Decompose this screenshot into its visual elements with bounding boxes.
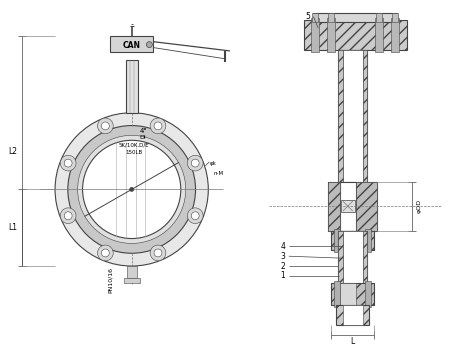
Bar — [365, 281, 371, 307]
Circle shape — [64, 159, 72, 167]
Circle shape — [191, 159, 199, 167]
Bar — [392, 13, 398, 22]
Bar — [328, 182, 340, 231]
Bar — [313, 13, 397, 22]
Text: 4: 4 — [280, 242, 285, 251]
Circle shape — [55, 113, 208, 266]
Bar — [334, 281, 340, 307]
Circle shape — [187, 208, 203, 224]
Bar — [336, 305, 369, 325]
Circle shape — [154, 249, 162, 257]
Bar — [328, 182, 377, 231]
Text: CAN: CAN — [123, 41, 141, 49]
Text: L2: L2 — [8, 147, 17, 156]
Text: 2: 2 — [281, 261, 285, 271]
Bar — [110, 36, 153, 52]
Bar — [338, 231, 368, 283]
Circle shape — [150, 245, 166, 261]
Text: 150LB: 150LB — [125, 149, 142, 155]
Bar — [363, 231, 368, 283]
Text: n-M: n-M — [213, 171, 223, 176]
Circle shape — [187, 155, 203, 171]
Bar — [391, 19, 399, 52]
Bar — [340, 231, 356, 250]
Bar — [343, 50, 363, 182]
Bar — [343, 305, 363, 325]
Text: 4": 4" — [140, 128, 147, 134]
Bar — [363, 50, 368, 182]
Text: 1: 1 — [281, 271, 285, 280]
Text: φOD: φOD — [417, 199, 422, 213]
Circle shape — [78, 135, 186, 244]
Text: PN10/16: PN10/16 — [108, 267, 112, 293]
Bar — [340, 182, 356, 231]
Circle shape — [82, 140, 181, 238]
Circle shape — [101, 122, 109, 130]
Bar — [304, 20, 407, 50]
Circle shape — [150, 118, 166, 134]
Bar — [331, 283, 374, 305]
Circle shape — [64, 212, 72, 220]
Circle shape — [101, 249, 109, 257]
Bar — [341, 200, 355, 212]
Bar — [338, 231, 343, 283]
Bar — [365, 229, 371, 252]
Bar — [375, 19, 383, 52]
Text: φk: φk — [209, 161, 216, 166]
Circle shape — [154, 122, 162, 130]
Bar — [127, 266, 137, 278]
Text: 5: 5 — [305, 12, 310, 21]
Text: L: L — [351, 337, 355, 346]
Bar — [124, 278, 140, 283]
Bar — [311, 19, 320, 52]
Text: 3: 3 — [280, 252, 285, 261]
Bar — [340, 283, 356, 305]
Bar — [331, 231, 374, 250]
Bar — [343, 231, 363, 283]
Bar — [328, 13, 334, 22]
Circle shape — [146, 42, 152, 48]
Bar — [327, 19, 335, 52]
Text: 5K/10K.D/E: 5K/10K.D/E — [118, 143, 149, 148]
Bar — [338, 50, 368, 182]
Circle shape — [60, 208, 76, 224]
Bar — [376, 13, 382, 22]
Circle shape — [130, 188, 134, 191]
Bar — [338, 50, 343, 182]
Bar — [312, 13, 318, 22]
Bar — [356, 182, 377, 231]
Text: L1: L1 — [8, 223, 17, 232]
Circle shape — [98, 118, 113, 134]
Circle shape — [98, 245, 113, 261]
Bar — [334, 229, 340, 252]
Text: DI: DI — [140, 135, 146, 140]
Circle shape — [191, 212, 199, 220]
Bar — [126, 60, 138, 113]
Circle shape — [60, 155, 76, 171]
Circle shape — [68, 126, 196, 253]
